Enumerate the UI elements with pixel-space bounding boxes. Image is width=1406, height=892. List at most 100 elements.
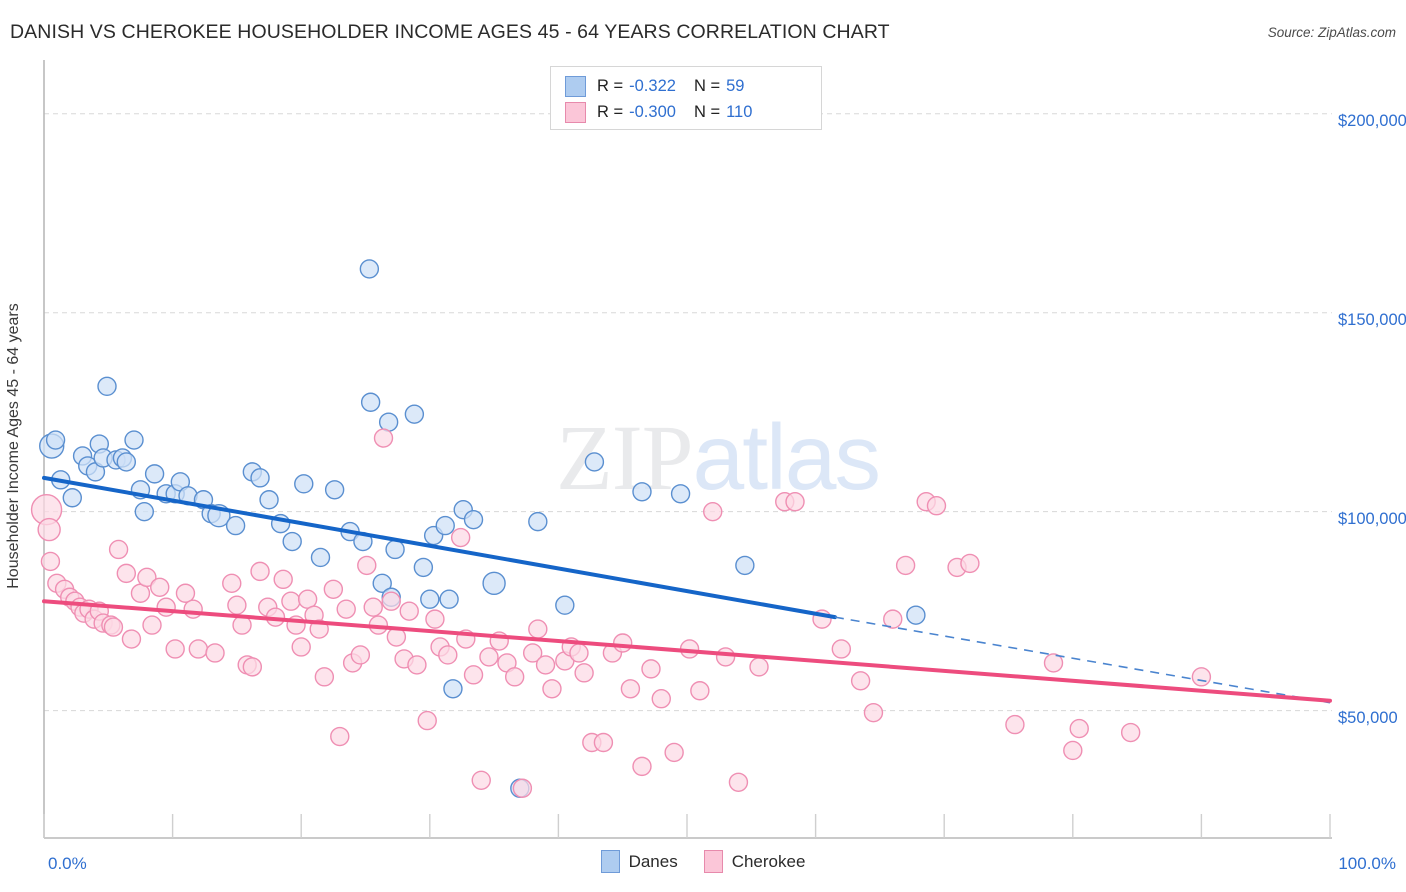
trendline-extension-danes	[834, 616, 1331, 704]
data-point	[40, 551, 61, 572]
data-point	[528, 619, 548, 639]
data-point	[425, 609, 445, 629]
data-point	[357, 555, 377, 576]
danes-color-swatch	[565, 75, 586, 97]
data-point	[363, 597, 383, 617]
data-point	[906, 605, 926, 625]
data-point	[310, 547, 331, 568]
data-point	[37, 517, 61, 542]
cherokee-n-value: 110	[726, 102, 753, 121]
data-point	[150, 577, 170, 597]
danes-legend-swatch	[600, 850, 620, 873]
data-point	[593, 732, 614, 753]
data-point	[121, 629, 142, 649]
data-point	[463, 509, 484, 530]
data-point	[165, 639, 185, 659]
data-point	[620, 679, 641, 699]
data-point	[504, 667, 525, 687]
data-point	[420, 589, 440, 609]
danes-legend-label: Danes	[628, 851, 678, 871]
data-point	[103, 617, 124, 637]
data-point	[703, 501, 723, 522]
trendline-danes	[42, 475, 837, 620]
data-point	[1005, 714, 1025, 735]
stats-row-cherokee: R = -0.300 N = 110	[565, 99, 811, 125]
data-point	[417, 710, 437, 731]
data-point	[690, 681, 710, 701]
data-point	[336, 599, 356, 619]
data-point	[528, 511, 548, 532]
data-point	[1069, 718, 1089, 739]
data-point	[259, 490, 279, 510]
data-point	[323, 579, 344, 599]
data-point	[450, 527, 471, 548]
data-point	[735, 555, 755, 576]
data-point	[175, 583, 196, 603]
scatter-series-danes	[39, 259, 926, 798]
data-point	[156, 597, 176, 617]
cherokee-legend-swatch	[703, 850, 723, 873]
trendline-cherokee	[42, 599, 1332, 703]
data-point	[863, 702, 884, 723]
data-point	[62, 488, 82, 508]
y-tick-label-200000: $200,000	[1338, 111, 1406, 130]
y-tick-label-150000: $150,000	[1338, 310, 1406, 329]
data-point	[522, 643, 543, 663]
data-point	[360, 392, 381, 412]
data-point	[273, 569, 293, 590]
data-point	[137, 567, 157, 588]
data-point	[413, 557, 434, 578]
data-point	[124, 430, 144, 450]
data-point	[134, 501, 155, 522]
legend-item-danes[interactable]: Danes	[600, 850, 678, 873]
data-point	[399, 601, 419, 621]
data-point	[715, 647, 736, 667]
data-point	[227, 595, 247, 615]
data-point	[205, 643, 225, 663]
source-attribution: Source: ZipAtlas.com	[1267, 25, 1396, 40]
data-point	[183, 599, 203, 619]
data-point	[250, 561, 270, 582]
page-title: DANISH VS CHEROKEE HOUSEHOLDER INCOME AG…	[10, 21, 890, 43]
data-point	[728, 772, 749, 792]
danes-r-value: -0.322	[629, 76, 676, 95]
data-point	[895, 555, 916, 576]
data-point	[482, 571, 506, 596]
x-tick-label-min: 0.0%	[48, 854, 87, 873]
data-point	[613, 633, 633, 653]
data-point	[108, 539, 129, 560]
data-point	[1120, 722, 1141, 743]
data-point	[324, 480, 345, 500]
data-point	[785, 492, 805, 512]
data-point	[359, 259, 380, 279]
data-point	[883, 609, 903, 629]
data-point	[116, 452, 137, 472]
data-point	[250, 468, 270, 488]
data-point	[282, 531, 302, 552]
data-point	[641, 659, 661, 679]
data-point	[373, 428, 394, 448]
data-point	[926, 496, 947, 516]
legend-item-cherokee[interactable]: Cherokee	[703, 850, 806, 873]
data-point	[45, 430, 66, 450]
data-point	[350, 645, 371, 665]
data-point	[479, 647, 499, 667]
data-point	[664, 742, 684, 763]
danes-n-value: 59	[726, 76, 745, 95]
cherokee-r-value: -0.300	[629, 102, 676, 121]
data-point	[291, 637, 311, 657]
data-point	[850, 671, 871, 691]
data-point	[512, 778, 533, 798]
data-point	[438, 645, 458, 665]
danes-r-label: R =	[597, 76, 624, 95]
data-point	[960, 553, 980, 574]
data-point	[281, 591, 301, 611]
data-point	[632, 756, 652, 777]
cherokee-legend-label: Cherokee	[731, 851, 806, 871]
correlation-stats-box: R = -0.322 N = 59 R = -0.300 N = 110	[550, 66, 822, 130]
data-point	[142, 615, 162, 635]
y-tick-label-50000: $50,000	[1338, 708, 1398, 727]
cherokee-color-swatch	[565, 101, 586, 123]
